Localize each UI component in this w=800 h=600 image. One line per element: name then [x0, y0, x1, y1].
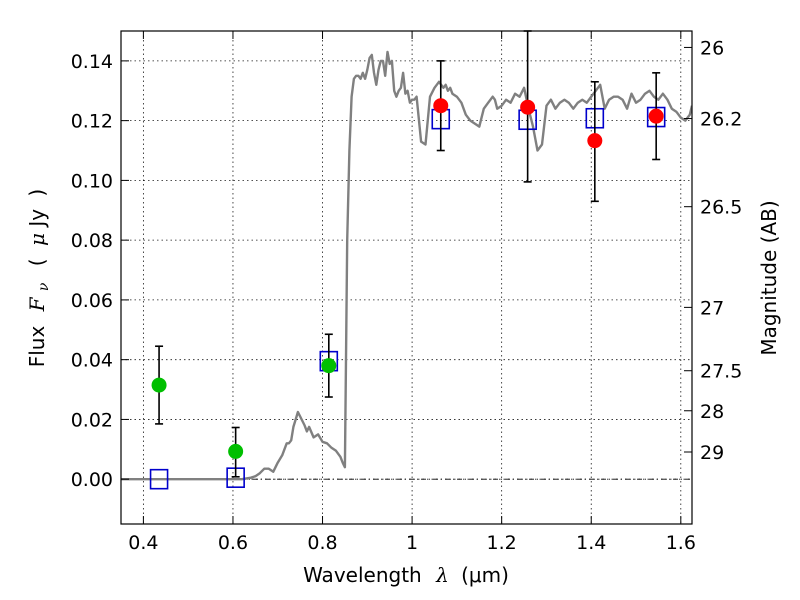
x-tick-label: 0.6 — [218, 532, 248, 554]
x-axis-label-unit: (μm) — [461, 563, 509, 587]
observed-point-3 — [321, 333, 337, 398]
y-axis-label-prefix: Flux — [25, 326, 49, 368]
y-tick-label: 0.12 — [71, 111, 113, 133]
plot-frame — [120, 30, 693, 525]
y-axis-label-subscript: ν — [36, 282, 52, 291]
observed-point-6 — [587, 80, 603, 203]
observed-marker — [433, 98, 449, 114]
y2-tick-label: 27 — [700, 297, 724, 319]
observed-marker — [587, 133, 603, 149]
observed-marker — [151, 377, 167, 393]
observed-photometry-points — [151, 30, 664, 478]
y-axis-label-unit: Jy — [25, 209, 49, 229]
observed-point-1 — [151, 345, 167, 425]
observed-point-7 — [648, 72, 664, 161]
observed-marker — [228, 443, 244, 459]
y-axis-label-paren-close: ) — [25, 189, 49, 197]
observed-point-4 — [433, 60, 449, 152]
y2-tick-label: 27.5 — [700, 361, 742, 383]
model-point-square-1 — [149, 468, 169, 490]
observed-marker — [321, 358, 337, 374]
y-tick-label: 0.14 — [71, 51, 113, 73]
plot-background — [121, 31, 692, 524]
y-tick-label: 0.00 — [71, 469, 113, 491]
y-tick-label: 0.02 — [71, 409, 113, 431]
y2-axis-label: Magnitude (AB) — [757, 200, 781, 355]
y2-tick-label: 26.2 — [700, 109, 742, 131]
x-tick-label: 1.6 — [666, 532, 696, 554]
x-tick-label: 1 — [406, 532, 418, 554]
y-tick-label: 0.06 — [71, 290, 113, 312]
y2-tick-label: 29 — [700, 442, 724, 464]
x-tick-label: 0.8 — [307, 532, 337, 554]
y2-tick-label: 28 — [700, 401, 724, 423]
y-tick-label: 0.08 — [71, 230, 113, 252]
y-tick-labels: 0.00 0.02 0.04 0.06 0.08 0.10 0.12 0.14 — [71, 51, 113, 491]
x-tick-label: 0.4 — [128, 532, 158, 554]
observed-point-2 — [228, 426, 244, 478]
x-axis-label-symbol: λ — [435, 563, 449, 587]
x-tick-label: 1.2 — [487, 532, 517, 554]
y-axis-label: Flux F ν ( μ Jy ) — [25, 189, 53, 368]
x-axis-label-prefix: Wavelength — [303, 563, 422, 587]
y2-tick-label: 26 — [700, 37, 724, 59]
y-axis-label-mu: μ — [25, 233, 49, 246]
x-tick-label: 1.4 — [576, 532, 606, 554]
y-tick-label: 0.04 — [71, 350, 113, 372]
y-axis-label-symbol: F — [25, 296, 49, 312]
model-spectrum-line — [121, 50, 692, 481]
x-tick-labels: 0.4 0.6 0.8 1 1.2 1.4 1.6 — [128, 532, 696, 554]
observed-marker — [648, 108, 664, 124]
x-axis-label: Wavelength λ (μm) — [303, 563, 509, 587]
observed-marker — [520, 99, 536, 115]
grid-lines — [121, 31, 692, 524]
y2-tick-label: 26.5 — [700, 197, 742, 219]
model-spectrum — [121, 50, 692, 481]
y-tick-label: 0.10 — [71, 170, 113, 192]
axis-ticks — [121, 31, 692, 524]
y-axis-label-paren-open: ( — [25, 258, 49, 266]
y2-tick-labels: 26 26.2 26.5 27 27.5 28 29 — [700, 37, 742, 464]
